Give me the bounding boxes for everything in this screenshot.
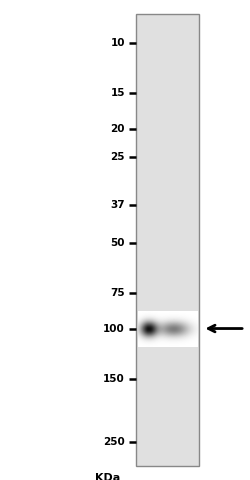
Text: 15: 15 xyxy=(110,88,125,98)
Text: 75: 75 xyxy=(110,288,125,298)
Text: 100: 100 xyxy=(103,324,125,334)
Text: 10: 10 xyxy=(110,38,125,48)
Text: 25: 25 xyxy=(110,152,125,162)
Text: 50: 50 xyxy=(110,238,125,248)
Text: 250: 250 xyxy=(103,437,125,447)
Text: 37: 37 xyxy=(110,200,125,210)
Text: 150: 150 xyxy=(103,374,125,384)
Text: KDa: KDa xyxy=(95,473,120,480)
Text: 20: 20 xyxy=(110,124,125,134)
Bar xyxy=(136,14,199,466)
